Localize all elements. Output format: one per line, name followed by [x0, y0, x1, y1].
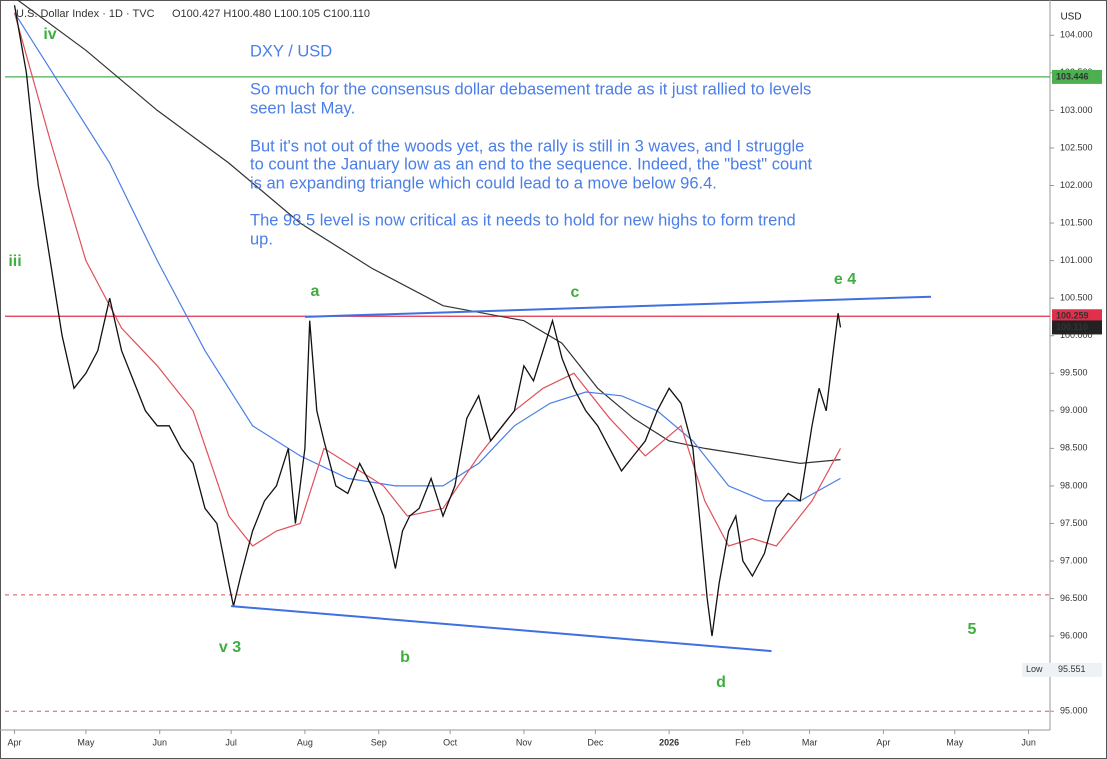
wave-label: b: [400, 649, 410, 666]
y-tick-label: 99.500: [1060, 368, 1088, 378]
level-label: 100.259: [1056, 311, 1089, 321]
note-line: to count the January low as an end to th…: [250, 155, 813, 173]
y-tick-label: 96.000: [1060, 630, 1088, 640]
x-tick-label: 2026: [659, 737, 679, 747]
series-line: [16, 0, 841, 465]
x-tick-label: Apr: [876, 737, 890, 747]
y-tick-label: 98.500: [1060, 443, 1088, 453]
level-badge: [1052, 309, 1102, 324]
series-line: [13, 12, 842, 547]
last-price-label: 100.110: [1056, 322, 1088, 332]
series-line: [13, 12, 841, 502]
currency: USD: [1060, 12, 1081, 23]
x-tick-label: Feb: [735, 737, 751, 747]
x-tick-label: Sep: [371, 737, 387, 747]
low-badge: [1022, 662, 1102, 677]
y-tick-label: 101.500: [1060, 217, 1093, 227]
trendline: [304, 295, 932, 318]
x-tick-label: Jun: [1021, 737, 1036, 747]
series-line: [13, 5, 842, 637]
x-tick-label: Jul: [225, 737, 237, 747]
x-tick-label: Apr: [8, 737, 22, 747]
wave-label: iii: [8, 253, 21, 270]
wave-label: iv: [43, 26, 56, 43]
x-tick-label: May: [946, 737, 964, 747]
x-tick-label: Dec: [587, 737, 604, 747]
y-tick-label: 97.500: [1060, 518, 1088, 528]
wave-label: d: [716, 674, 726, 691]
note-line: But it's not out of the woods yet, as th…: [250, 137, 804, 155]
y-tick-label: 104.000: [1060, 30, 1093, 40]
wave-label: a: [311, 283, 320, 300]
note-line: seen last May.: [250, 99, 355, 117]
y-tick-label: 100.500: [1060, 293, 1093, 303]
y-tick-label: 98.000: [1060, 480, 1088, 490]
y-tick-label: 100.000: [1060, 330, 1093, 340]
y-tick-label: 102.000: [1060, 180, 1093, 190]
y-tick-label: 103.000: [1060, 105, 1093, 115]
low-label: 95.551: [1058, 664, 1086, 674]
y-tick-label: 101.000: [1060, 255, 1093, 265]
y-tick-label: 96.500: [1060, 593, 1088, 603]
y-tick-label: 99.000: [1060, 405, 1088, 415]
last-price-badge: [1052, 320, 1102, 335]
y-tick-label: 97.000: [1060, 555, 1088, 565]
level-badge: [1052, 69, 1102, 84]
wave-label: v 3: [219, 639, 241, 656]
level-label: 103.446: [1056, 71, 1089, 81]
low-name: Low: [1026, 664, 1043, 674]
note-line: DXY / USD: [250, 42, 332, 60]
note-line: So much for the consensus dollar debasem…: [250, 80, 811, 98]
y-tick-label: 102.500: [1060, 142, 1093, 152]
note-line: up.: [250, 230, 273, 248]
wave-label: 5: [968, 621, 977, 638]
y-tick-label: 95.000: [1060, 706, 1088, 716]
wave-label: c: [571, 284, 580, 301]
x-tick-label: Nov: [516, 737, 533, 747]
x-tick-label: Oct: [443, 737, 458, 747]
trendline: [231, 605, 772, 653]
x-tick-label: May: [77, 737, 95, 747]
x-tick-label: Aug: [297, 737, 313, 747]
x-tick-label: Jun: [152, 737, 167, 747]
note-line: The 98.5 level is now critical as it nee…: [250, 211, 796, 229]
x-tick-label: Mar: [802, 737, 818, 747]
wave-label: e 4: [834, 271, 856, 288]
note-line: is an expanding triangle which could lea…: [250, 174, 717, 192]
ohlc: O100.427 H100.480 L100.105 C100.110: [172, 8, 370, 20]
header: U.S. Dollar Index · 1D · TVC: [16, 8, 155, 20]
